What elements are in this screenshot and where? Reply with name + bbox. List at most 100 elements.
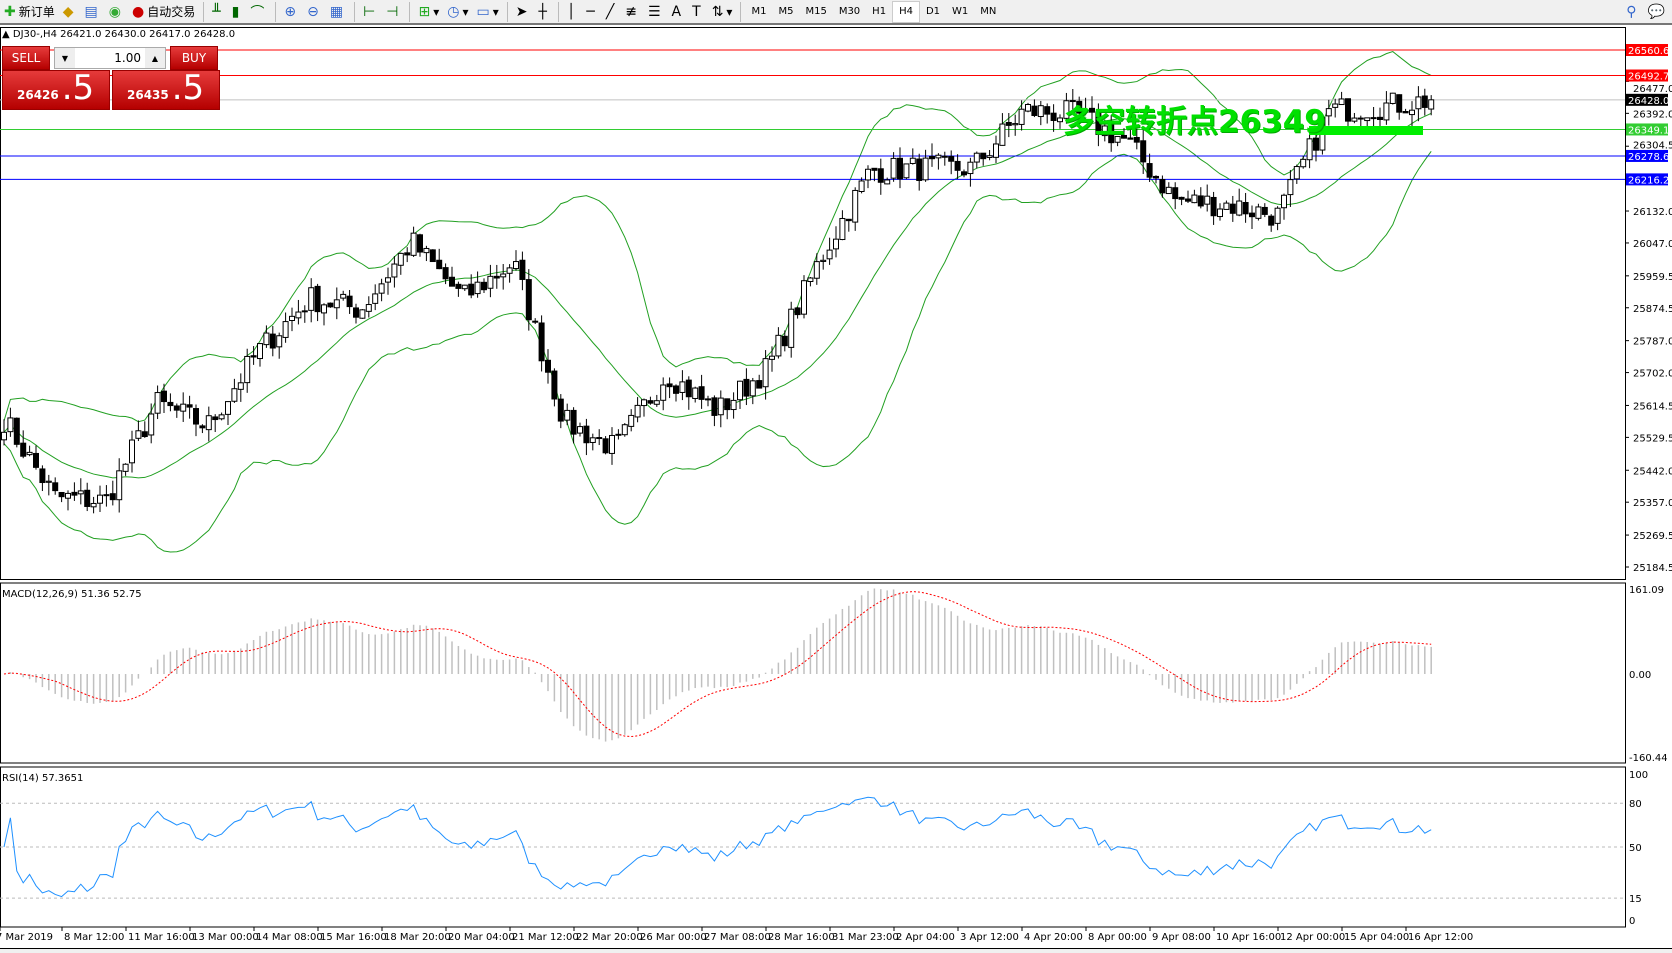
- timeframe-h1[interactable]: H1: [872, 6, 887, 17]
- candle: [391, 256, 398, 288]
- timeframe-m15[interactable]: M15: [805, 6, 827, 17]
- candle: [33, 445, 39, 470]
- cursor-tool[interactable]: ➤: [512, 1, 535, 23]
- timeframe-mn[interactable]: MN: [980, 6, 997, 17]
- candle-body: [353, 307, 359, 318]
- line-chart-button[interactable]: ⌒: [246, 1, 271, 23]
- candle-body: [129, 439, 135, 464]
- arrows-tool[interactable]: ⇅ ▾: [708, 1, 737, 23]
- candle-body: [596, 437, 603, 440]
- auto-trading-button[interactable]: ● 自动交易: [131, 3, 196, 20]
- equidistant-channel-tool[interactable]: ≢: [621, 1, 644, 23]
- sell-button[interactable]: SELL: [2, 46, 50, 70]
- candle: [1287, 170, 1294, 207]
- candle-body: [1428, 99, 1435, 110]
- rsi-tick-label: 15: [1629, 894, 1642, 905]
- buy-button[interactable]: BUY: [170, 46, 218, 70]
- candle: [218, 412, 225, 421]
- candle-body: [1313, 137, 1319, 151]
- periods-button[interactable]: ◷ ▾: [443, 1, 472, 23]
- timeframe-w1[interactable]: W1: [952, 6, 969, 17]
- horizontal-line-tool[interactable]: ─: [582, 1, 601, 23]
- text-label-tool[interactable]: T: [688, 1, 708, 23]
- candle: [116, 458, 123, 513]
- candle: [282, 312, 289, 343]
- candle-body: [564, 409, 571, 421]
- market-watch-button[interactable]: ◆: [59, 1, 81, 23]
- autoscroll-button[interactable]: ⊢: [359, 1, 382, 23]
- candle-body: [218, 414, 225, 420]
- search-button[interactable]: ⚲: [1622, 1, 1643, 23]
- candle: [321, 303, 327, 326]
- candle: [90, 496, 97, 514]
- candle-body: [929, 156, 935, 160]
- candle-body: [839, 217, 846, 241]
- timeframe-m30[interactable]: M30: [838, 6, 861, 17]
- candle-body: [897, 157, 903, 180]
- candle: [877, 158, 884, 195]
- timeframe-m1[interactable]: M1: [751, 6, 767, 17]
- tile-windows-button[interactable]: ▦: [326, 1, 350, 23]
- chat-button[interactable]: 💬: [1644, 1, 1672, 23]
- timeframe-d1[interactable]: D1: [925, 6, 941, 17]
- text-tool[interactable]: A: [668, 1, 689, 23]
- candle: [948, 150, 955, 175]
- candle: [737, 380, 743, 410]
- buy-price-button[interactable]: 26435.5: [112, 70, 220, 110]
- collapse-arrow-icon[interactable]: ▲: [2, 29, 10, 40]
- indicators-button[interactable]: ⊞ ▾: [414, 1, 443, 23]
- chart-area[interactable]: 26477.0 26392.0 26304.5 26132.0 26047.0 25959…: [0, 27, 1672, 948]
- candle-body: [973, 152, 980, 163]
- candle-body: [289, 315, 295, 321]
- candle-body: [404, 252, 411, 256]
- candle-body: [1121, 134, 1127, 139]
- sell-price-button[interactable]: 26426.5: [2, 70, 110, 110]
- vertical-line-tool[interactable]: │: [563, 1, 582, 23]
- timeframe-h4[interactable]: H4: [892, 0, 920, 23]
- candle: [570, 407, 577, 444]
- lot-decrease-button[interactable]: ▼: [55, 48, 75, 68]
- zoom-in-button[interactable]: ⊕: [280, 1, 303, 23]
- candle-body: [442, 267, 449, 280]
- candle: [231, 378, 238, 403]
- candle-body: [1191, 194, 1198, 204]
- new-order-button[interactable]: ✚ 新订单: [4, 3, 55, 20]
- candle: [673, 384, 679, 402]
- timeframe-m5[interactable]: M5: [778, 6, 794, 17]
- separator: [275, 1, 277, 22]
- time-label: 2 Apr 04:00: [896, 932, 955, 943]
- templates-button[interactable]: ▭ ▾: [473, 1, 503, 23]
- candle: [449, 266, 455, 287]
- candle-body: [378, 283, 385, 294]
- signals-button[interactable]: ◉: [105, 1, 128, 23]
- candle-body: [1242, 202, 1249, 215]
- price-tick-label: 26304.5: [1633, 140, 1672, 151]
- candle: [660, 377, 667, 411]
- candle: [557, 394, 564, 429]
- candle-body: [1377, 116, 1383, 120]
- lot-size-input[interactable]: [75, 51, 145, 65]
- candle-body: [570, 409, 577, 435]
- separator: [354, 1, 356, 22]
- zoom-out-button[interactable]: ⊖: [303, 1, 326, 23]
- candle-body: [551, 370, 558, 400]
- macd-tick-label: 161.09: [1629, 585, 1664, 596]
- candle-body: [807, 277, 814, 283]
- fibonacci-tool[interactable]: ☰: [644, 1, 668, 23]
- bar-chart-button[interactable]: ╨: [208, 1, 227, 23]
- candle-body: [468, 283, 475, 296]
- candle: [1146, 153, 1153, 182]
- candle-body: [327, 302, 334, 308]
- candle-body: [1236, 200, 1243, 216]
- navigator-button[interactable]: ▤: [81, 1, 105, 23]
- candle-body: [506, 267, 513, 274]
- candle-body: [1415, 96, 1422, 110]
- price-level-label: 26428.0: [1628, 96, 1669, 107]
- chart-shift-button[interactable]: ⊣: [382, 1, 405, 23]
- crosshair-tool[interactable]: ┼: [535, 1, 554, 23]
- candle-body: [890, 157, 897, 179]
- lot-increase-button[interactable]: ▲: [145, 48, 165, 68]
- trendline-tool[interactable]: ╱: [602, 1, 621, 23]
- trendline-icon: ╱: [605, 3, 615, 20]
- candlestick-button[interactable]: ▮: [228, 1, 247, 23]
